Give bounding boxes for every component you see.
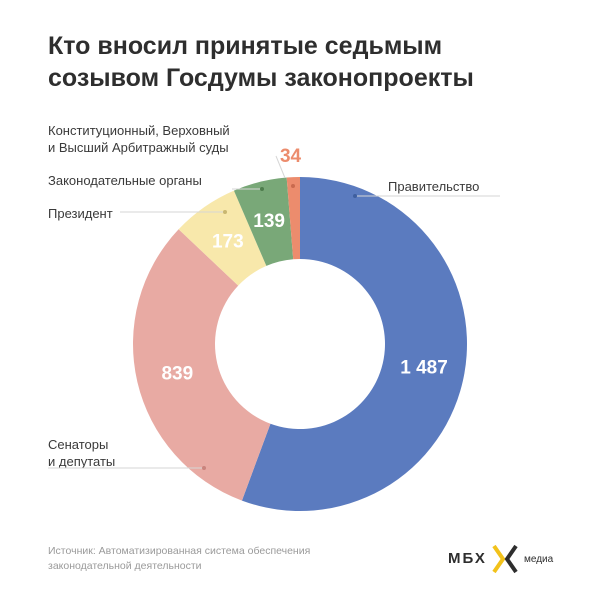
donut-slices bbox=[132, 177, 467, 511]
slice-president bbox=[178, 190, 267, 286]
value-label-senators: 839 bbox=[161, 364, 193, 385]
slice-senators bbox=[132, 229, 271, 501]
label-senators-line-1: Сенаторы bbox=[48, 437, 109, 452]
dot-government bbox=[353, 194, 357, 198]
logo-x-icon bbox=[492, 544, 518, 574]
logo-subtitle: медиа bbox=[524, 554, 554, 565]
slice-legislative bbox=[233, 177, 294, 266]
label-senators-line-2: и депутаты bbox=[48, 454, 116, 469]
slice-courts bbox=[286, 177, 300, 260]
dot-president bbox=[223, 210, 227, 214]
source-note: Источник: Автоматизированная система обе… bbox=[48, 544, 310, 574]
label-government: Правительство bbox=[388, 179, 480, 194]
label-courts: Конституционный, Верховный и Высший Арби… bbox=[48, 122, 230, 156]
label-president: Президент bbox=[48, 206, 113, 221]
chart-title-line-2: созывом Госдумы законопроекты bbox=[48, 64, 474, 92]
label-courts-line-2: и Высший Арбитражный суды bbox=[48, 140, 229, 155]
value-label-president: 173 bbox=[212, 232, 244, 253]
logo-text: МБХ bbox=[448, 550, 487, 567]
label-senators: Сенаторы и депутаты bbox=[48, 436, 115, 470]
leader-dots bbox=[202, 184, 357, 470]
chart-title: Кто вносил принятые седьмым созывом Госд… bbox=[48, 30, 568, 94]
value-label-courts: 34 bbox=[280, 146, 302, 167]
value-label-government: 1 487 bbox=[400, 357, 448, 378]
source-line-1: Источник: Автоматизированная система обе… bbox=[48, 545, 311, 557]
value-labels: 1 487 839 173 139 34 bbox=[161, 146, 447, 384]
value-label-legislative: 139 bbox=[253, 211, 285, 232]
dot-legislative bbox=[260, 187, 264, 191]
source-line-2: законодательной деятельности bbox=[48, 560, 202, 572]
slice-government bbox=[241, 177, 467, 511]
leader-lines bbox=[48, 155, 500, 469]
chart-title-line-1: Кто вносил принятые седьмым bbox=[48, 32, 443, 60]
label-courts-line-1: Конституционный, Верховный bbox=[48, 123, 230, 138]
dot-senators bbox=[202, 466, 206, 470]
leader-line-courts bbox=[275, 155, 286, 179]
label-legislative: Законодательные органы bbox=[48, 173, 202, 188]
dot-courts bbox=[291, 184, 295, 188]
